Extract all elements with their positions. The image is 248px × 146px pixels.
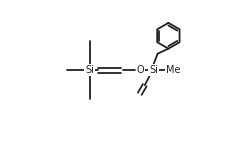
Text: Si: Si — [85, 65, 94, 75]
Text: Si: Si — [149, 65, 158, 75]
Text: O: O — [137, 65, 144, 75]
Text: Me: Me — [166, 65, 181, 75]
